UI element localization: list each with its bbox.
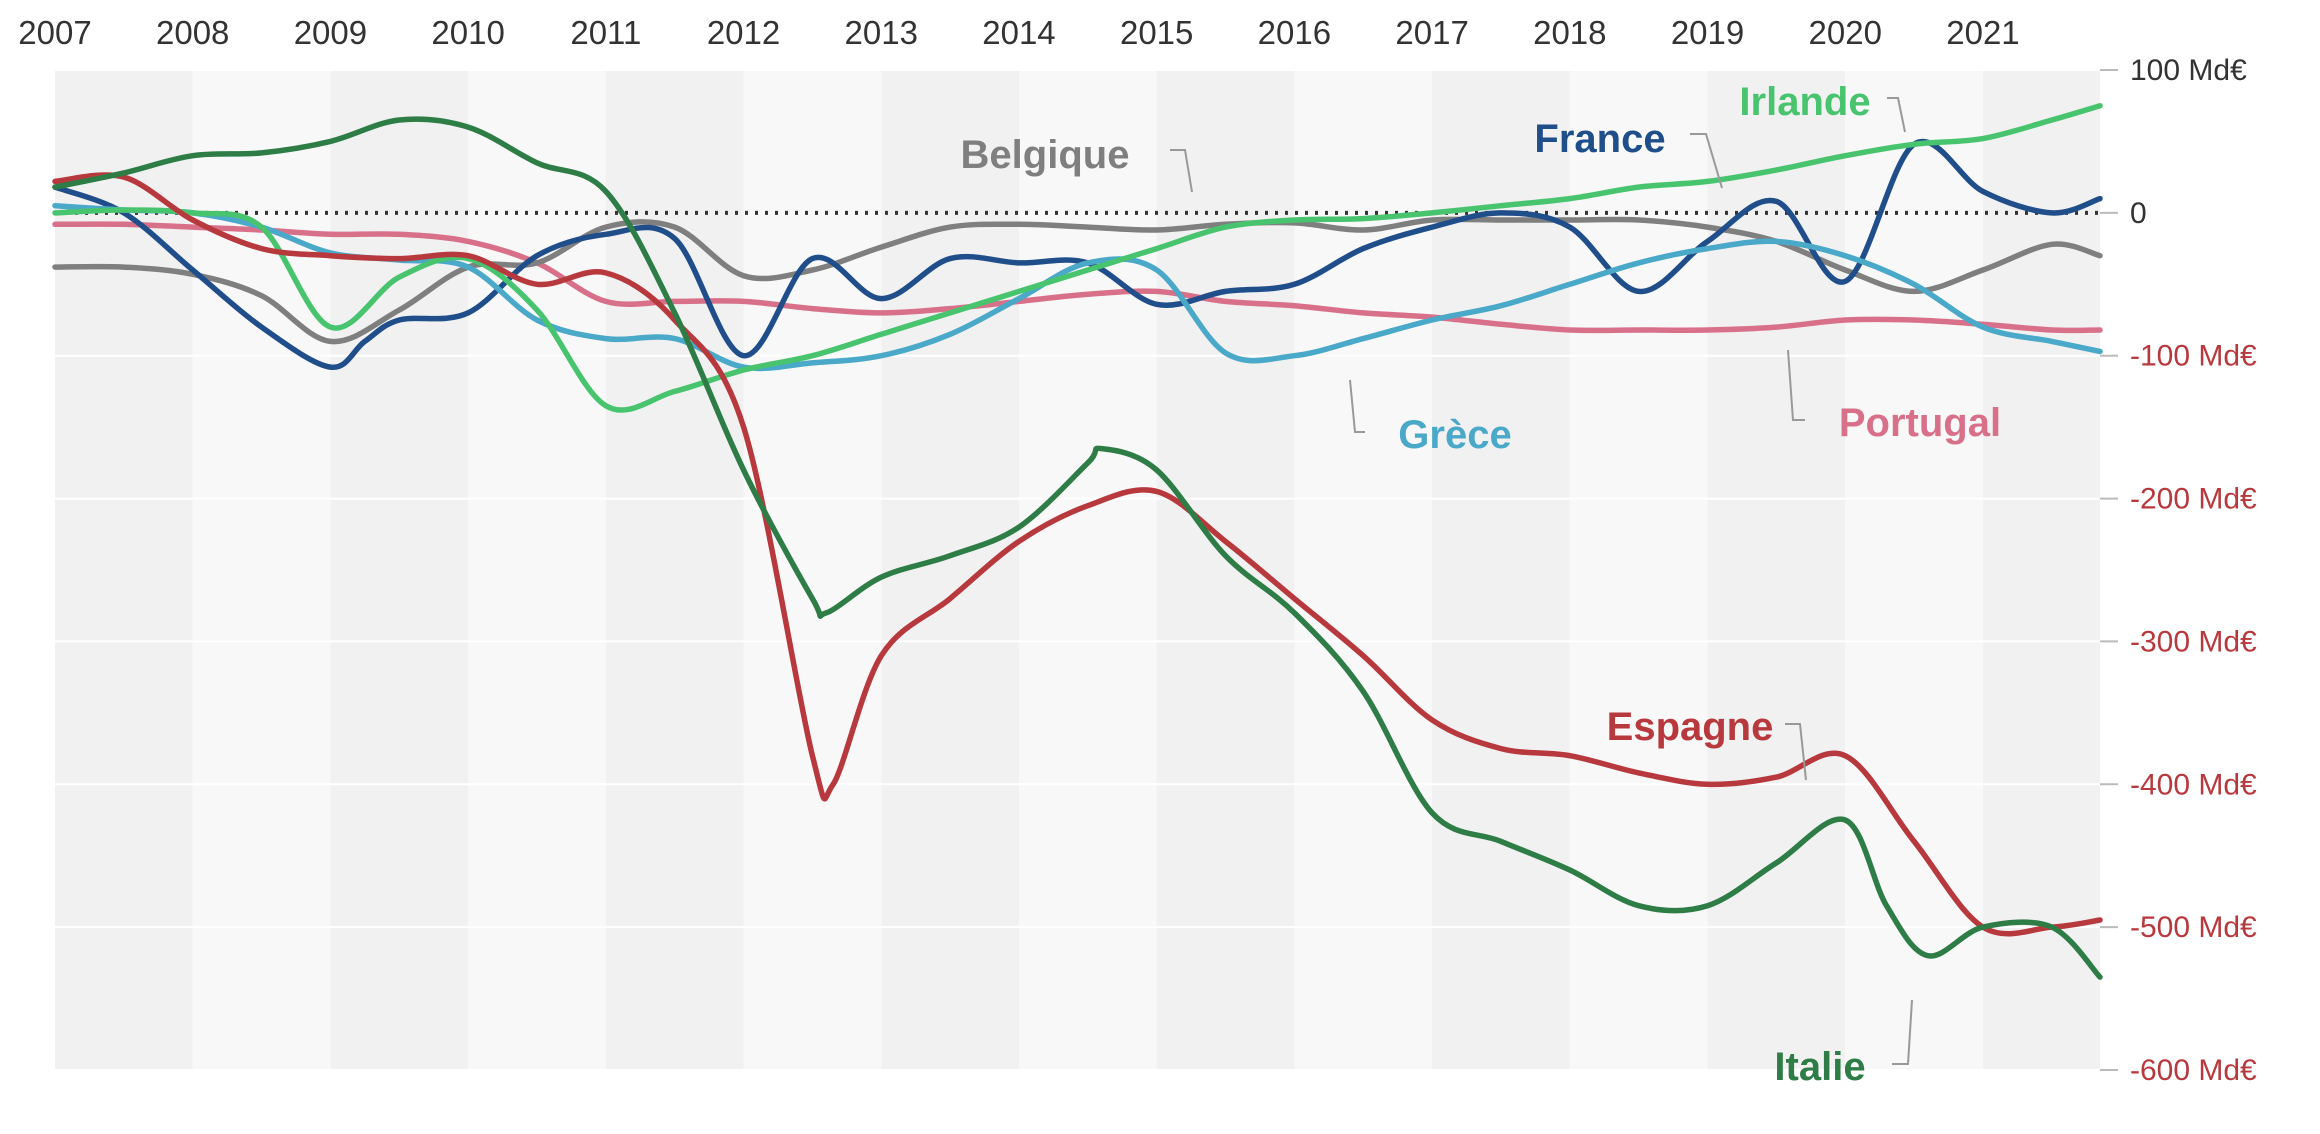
series-label-italie: Italie <box>1774 1045 1865 1089</box>
leader-line-belgique <box>1170 149 1193 193</box>
x-tick-label: 2016 <box>1258 14 1331 51</box>
x-tick-label: 2012 <box>707 14 780 51</box>
series-lines <box>52 102 2103 980</box>
year-band <box>1845 70 1983 1070</box>
series-label-belgique: Belgique <box>961 133 1130 177</box>
x-tick-label: 2009 <box>294 14 367 51</box>
y-tick-label: -600 Md€ <box>2130 1054 2257 1087</box>
series-line-italie <box>52 116 2103 980</box>
x-tick-label: 2017 <box>1395 14 1468 51</box>
year-band <box>1156 70 1295 1070</box>
y-tick-label: 0 <box>2130 197 2147 230</box>
x-axis: 2007 2008 2009 2010 2011 2012 2013 2014 2015 2016… <box>18 14 2019 51</box>
year-band <box>1432 70 1570 1070</box>
y-tick-label: -200 Md€ <box>2130 483 2257 516</box>
x-tick-label: 2015 <box>1120 14 1193 51</box>
y-axis: 100 Md€ 0 -100 Md€ -200 Md€ -300 Md€ -400 Md€… <box>2100 54 2257 1087</box>
y-tick-label: -400 Md€ <box>2130 768 2257 801</box>
x-tick-label: 2021 <box>1946 14 2019 51</box>
y-tick-label: -300 Md€ <box>2130 625 2257 658</box>
leader-line-grece <box>1349 379 1365 433</box>
year-band <box>330 70 469 1070</box>
x-tick-label: 2008 <box>156 14 229 51</box>
year-band <box>55 70 193 1070</box>
y-tick-label: -100 Md€ <box>2130 340 2257 373</box>
series-label-espagne: Espagne <box>1607 705 1774 749</box>
series-label-grece: Grèce <box>1398 413 1511 457</box>
year-band <box>1707 70 1846 1070</box>
y-tick-label: 100 Md€ <box>2130 54 2247 87</box>
series-label-irlande: Irlande <box>1739 80 1870 124</box>
x-tick-label: 2018 <box>1533 14 1606 51</box>
series-label-portugal: Portugal <box>1839 401 2001 445</box>
series-line-portugal <box>52 221 2103 334</box>
leader-line-espagne <box>1785 723 1807 781</box>
x-tick-label: 2013 <box>845 14 918 51</box>
gridlines <box>55 69 2100 1071</box>
year-band <box>1982 70 2100 1070</box>
y-tick-label: -500 Md€ <box>2130 911 2257 944</box>
x-tick-label: 2014 <box>982 14 1055 51</box>
year-band <box>1018 70 1157 1070</box>
year-band <box>1294 70 1433 1070</box>
leader-line-portugal <box>1787 349 1805 421</box>
series-line-irlande <box>52 102 2103 413</box>
series-line-espagne <box>52 172 2103 937</box>
series-labels: Belgique France Irlande Grèce Portugal Espagn… <box>961 80 2002 1089</box>
series-line-france <box>52 139 2103 370</box>
x-tick-label: 2019 <box>1671 14 1744 51</box>
x-tick-label: 2010 <box>431 14 504 51</box>
leader-line-irlande <box>1887 97 1906 133</box>
year-band <box>192 70 331 1070</box>
year-band <box>743 70 882 1070</box>
leader-line-italie <box>1892 999 1913 1065</box>
x-tick-label: 2020 <box>1809 14 1882 51</box>
x-tick-label: 2011 <box>570 14 641 51</box>
leader-line-france <box>1690 133 1723 189</box>
x-tick-label: 2007 <box>18 14 91 51</box>
year-band <box>468 70 606 1070</box>
series-label-france: France <box>1534 117 1665 161</box>
